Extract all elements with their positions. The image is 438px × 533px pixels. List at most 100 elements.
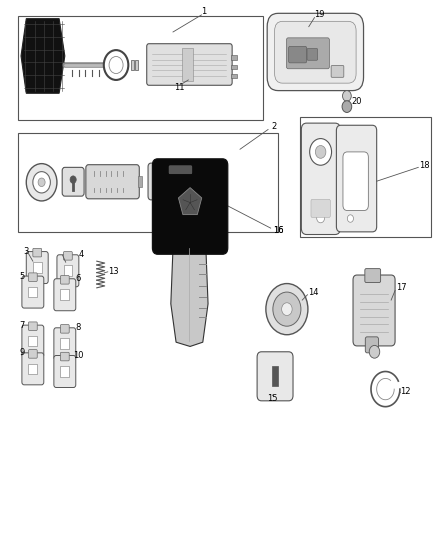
FancyBboxPatch shape [353, 275, 395, 346]
Bar [28, 336, 37, 346]
FancyBboxPatch shape [343, 152, 368, 211]
FancyBboxPatch shape [331, 66, 344, 77]
Bar [205, 180, 212, 184]
Bar [205, 173, 212, 177]
Bar [272, 366, 278, 386]
FancyBboxPatch shape [275, 21, 356, 83]
Text: 9: 9 [19, 349, 25, 357]
Circle shape [104, 50, 128, 80]
Bar [138, 176, 142, 187]
FancyBboxPatch shape [336, 125, 377, 232]
Circle shape [26, 164, 57, 201]
FancyBboxPatch shape [286, 38, 329, 69]
Polygon shape [178, 188, 202, 215]
Bar [231, 65, 237, 69]
FancyBboxPatch shape [365, 337, 378, 353]
Text: 8: 8 [75, 324, 81, 332]
FancyBboxPatch shape [257, 352, 293, 401]
Text: 16: 16 [273, 226, 283, 235]
FancyBboxPatch shape [57, 255, 79, 287]
Text: 1: 1 [201, 7, 206, 16]
FancyBboxPatch shape [169, 166, 192, 174]
Circle shape [342, 101, 352, 112]
Text: 3: 3 [24, 247, 29, 256]
FancyBboxPatch shape [54, 279, 76, 311]
Text: 18: 18 [419, 161, 429, 169]
FancyBboxPatch shape [86, 165, 139, 199]
FancyBboxPatch shape [60, 276, 69, 284]
Bar [28, 364, 37, 374]
Bar [231, 74, 237, 78]
Bar [300, 117, 431, 237]
FancyBboxPatch shape [33, 248, 42, 257]
Bar [194, 178, 198, 188]
FancyBboxPatch shape [22, 353, 44, 385]
FancyBboxPatch shape [28, 273, 37, 281]
Text: 7: 7 [19, 321, 25, 329]
FancyBboxPatch shape [62, 167, 84, 196]
Bar [60, 366, 69, 377]
Bar [167, 167, 185, 195]
Text: 4: 4 [78, 251, 84, 259]
Circle shape [38, 178, 45, 187]
FancyBboxPatch shape [152, 159, 228, 254]
FancyBboxPatch shape [28, 350, 37, 358]
Bar [18, 16, 263, 120]
FancyBboxPatch shape [64, 252, 72, 260]
Circle shape [347, 215, 353, 222]
Text: 15: 15 [267, 394, 278, 403]
FancyBboxPatch shape [22, 325, 44, 357]
Bar [60, 289, 69, 300]
Circle shape [109, 56, 123, 74]
FancyBboxPatch shape [148, 163, 200, 200]
Circle shape [315, 146, 326, 158]
FancyBboxPatch shape [267, 13, 364, 91]
FancyBboxPatch shape [311, 199, 330, 217]
FancyBboxPatch shape [289, 46, 307, 63]
Circle shape [33, 172, 50, 193]
Bar [28, 287, 37, 297]
Text: 17: 17 [396, 284, 407, 292]
Text: 14: 14 [308, 288, 318, 296]
Bar [131, 60, 134, 70]
FancyBboxPatch shape [147, 44, 232, 85]
Circle shape [273, 292, 301, 326]
Text: 13: 13 [108, 268, 118, 276]
Text: 6: 6 [75, 274, 81, 283]
Text: 20: 20 [352, 97, 362, 106]
FancyBboxPatch shape [26, 252, 48, 284]
Circle shape [70, 176, 76, 183]
Circle shape [343, 91, 351, 101]
FancyBboxPatch shape [60, 352, 69, 361]
Circle shape [369, 345, 380, 358]
Polygon shape [21, 19, 65, 93]
Bar [135, 60, 138, 70]
FancyBboxPatch shape [54, 356, 76, 387]
Text: 12: 12 [400, 387, 410, 396]
Circle shape [310, 139, 332, 165]
FancyBboxPatch shape [22, 276, 44, 308]
Polygon shape [171, 248, 208, 346]
Bar [60, 338, 69, 349]
FancyBboxPatch shape [307, 49, 318, 60]
Circle shape [317, 213, 325, 223]
Text: 11: 11 [174, 84, 185, 92]
Circle shape [282, 303, 292, 316]
Bar [205, 187, 212, 191]
FancyBboxPatch shape [28, 322, 37, 330]
FancyBboxPatch shape [301, 123, 340, 235]
Bar [231, 55, 237, 60]
Text: 19: 19 [314, 10, 325, 19]
Bar [182, 48, 193, 81]
FancyBboxPatch shape [365, 269, 381, 282]
Text: 10: 10 [74, 351, 84, 360]
Bar [18, 133, 278, 232]
FancyBboxPatch shape [60, 325, 69, 333]
Text: 16: 16 [273, 226, 283, 235]
FancyBboxPatch shape [54, 328, 76, 360]
Text: 2: 2 [271, 122, 276, 131]
Circle shape [266, 284, 308, 335]
Text: 5: 5 [19, 272, 25, 280]
Bar [33, 262, 42, 273]
Bar [64, 265, 72, 276]
